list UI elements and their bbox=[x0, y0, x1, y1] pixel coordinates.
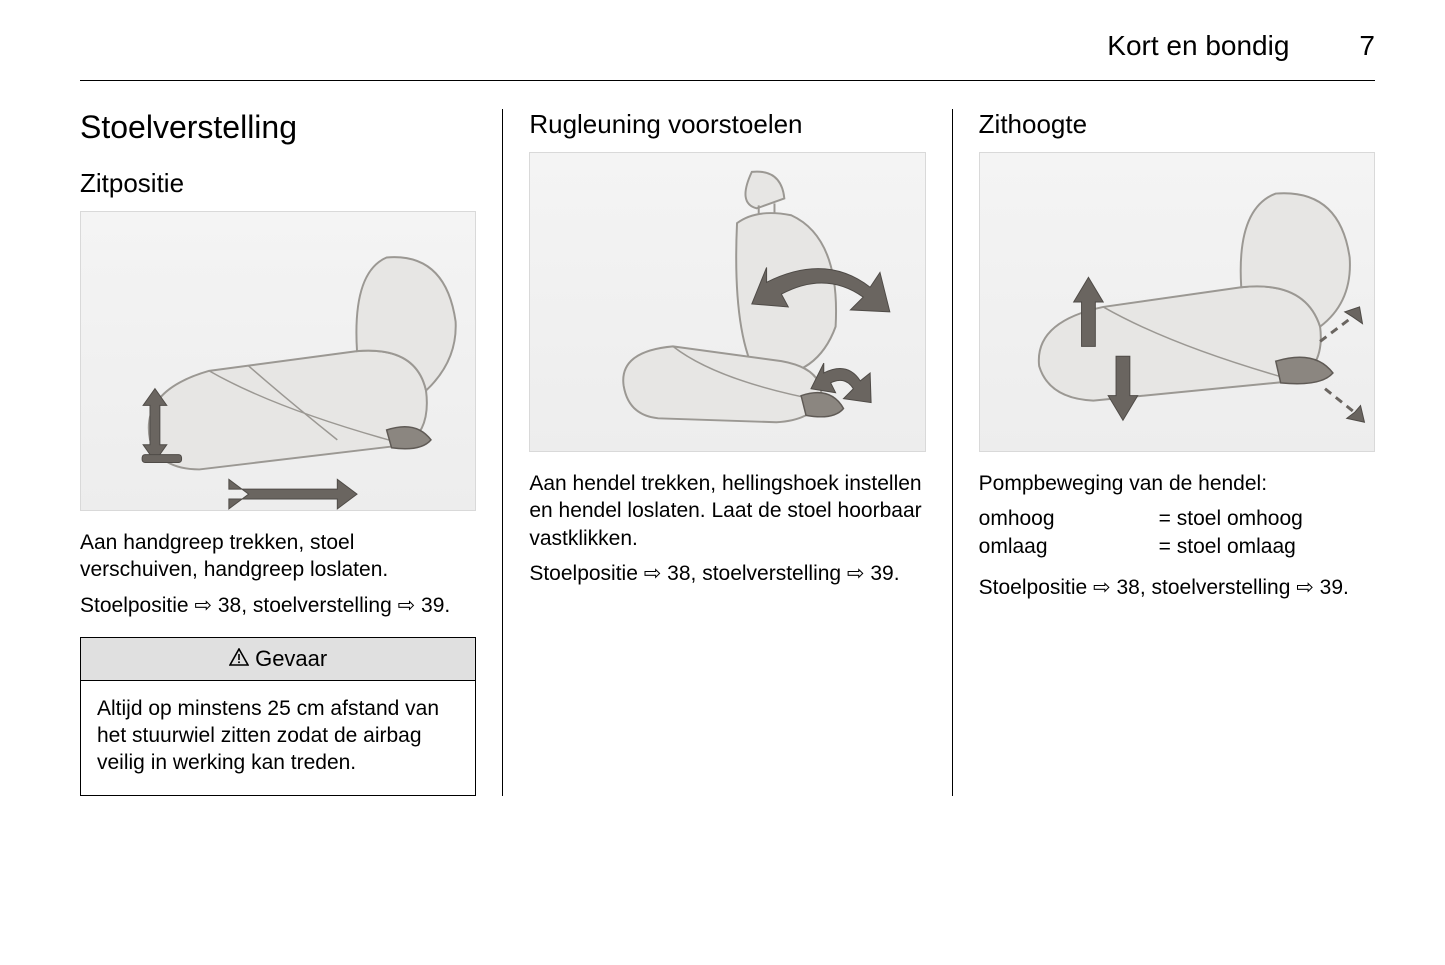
page-header: Kort en bondig 7 bbox=[80, 30, 1375, 81]
header-page-number: 7 bbox=[1359, 30, 1375, 62]
ref-text-1: Stoelpositie ⇨ 38, stoelverstelling ⇨ 39… bbox=[80, 592, 476, 619]
warning-box: Gevaar Altijd op minstens 25 cm afstand … bbox=[80, 637, 476, 796]
warning-title: Gevaar bbox=[255, 646, 327, 672]
column-3: Zithoogte bbox=[953, 109, 1375, 796]
page: Kort en bondig 7 Stoelverstelling Zitpos… bbox=[0, 0, 1445, 965]
warning-body: Altijd op minstens 25 cm afstand van het… bbox=[81, 681, 475, 795]
ref-text-3: Stoelpositie ⇨ 38, stoelverstelling ⇨ 39… bbox=[979, 574, 1375, 601]
table-val: = stoel omhoog bbox=[1159, 505, 1375, 532]
figure-rugleuning bbox=[529, 152, 925, 452]
body-text-2: Aan hendel trekken, hellingshoek instell… bbox=[529, 470, 925, 552]
column-2: Rugleuning voorstoelen bbox=[503, 109, 952, 796]
table-key: omlaag bbox=[979, 533, 1159, 560]
figure-zitpositie bbox=[80, 211, 476, 511]
content-columns: Stoelverstelling Zitpositie bbox=[80, 109, 1375, 796]
subsection-heading-zithoogte: Zithoogte bbox=[979, 109, 1375, 140]
body-text-3: Pompbeweging van de hendel: bbox=[979, 470, 1375, 497]
seat-illustration-1 bbox=[81, 212, 475, 510]
seat-illustration-2 bbox=[530, 153, 924, 451]
subsection-heading-zitpositie: Zitpositie bbox=[80, 168, 476, 199]
height-table: omhoog = stoel omhoog omlaag = stoel oml… bbox=[979, 505, 1375, 560]
table-key: omhoog bbox=[979, 505, 1159, 532]
section-heading: Stoelverstelling bbox=[80, 109, 476, 146]
figure-zithoogte bbox=[979, 152, 1375, 452]
subsection-heading-rugleuning: Rugleuning voorstoelen bbox=[529, 109, 925, 140]
seat-illustration-3 bbox=[980, 153, 1374, 451]
table-row: omhoog = stoel omhoog bbox=[979, 505, 1375, 532]
warning-heading: Gevaar bbox=[81, 638, 475, 681]
body-text-1: Aan handgreep trekken, stoel verschuiven… bbox=[80, 529, 476, 584]
table-val: = stoel omlaag bbox=[1159, 533, 1375, 560]
ref-text-2: Stoelpositie ⇨ 38, stoelverstelling ⇨ 39… bbox=[529, 560, 925, 587]
header-title: Kort en bondig bbox=[1107, 30, 1289, 62]
column-1: Stoelverstelling Zitpositie bbox=[80, 109, 503, 796]
table-row: omlaag = stoel omlaag bbox=[979, 533, 1375, 560]
warning-icon bbox=[229, 646, 249, 672]
